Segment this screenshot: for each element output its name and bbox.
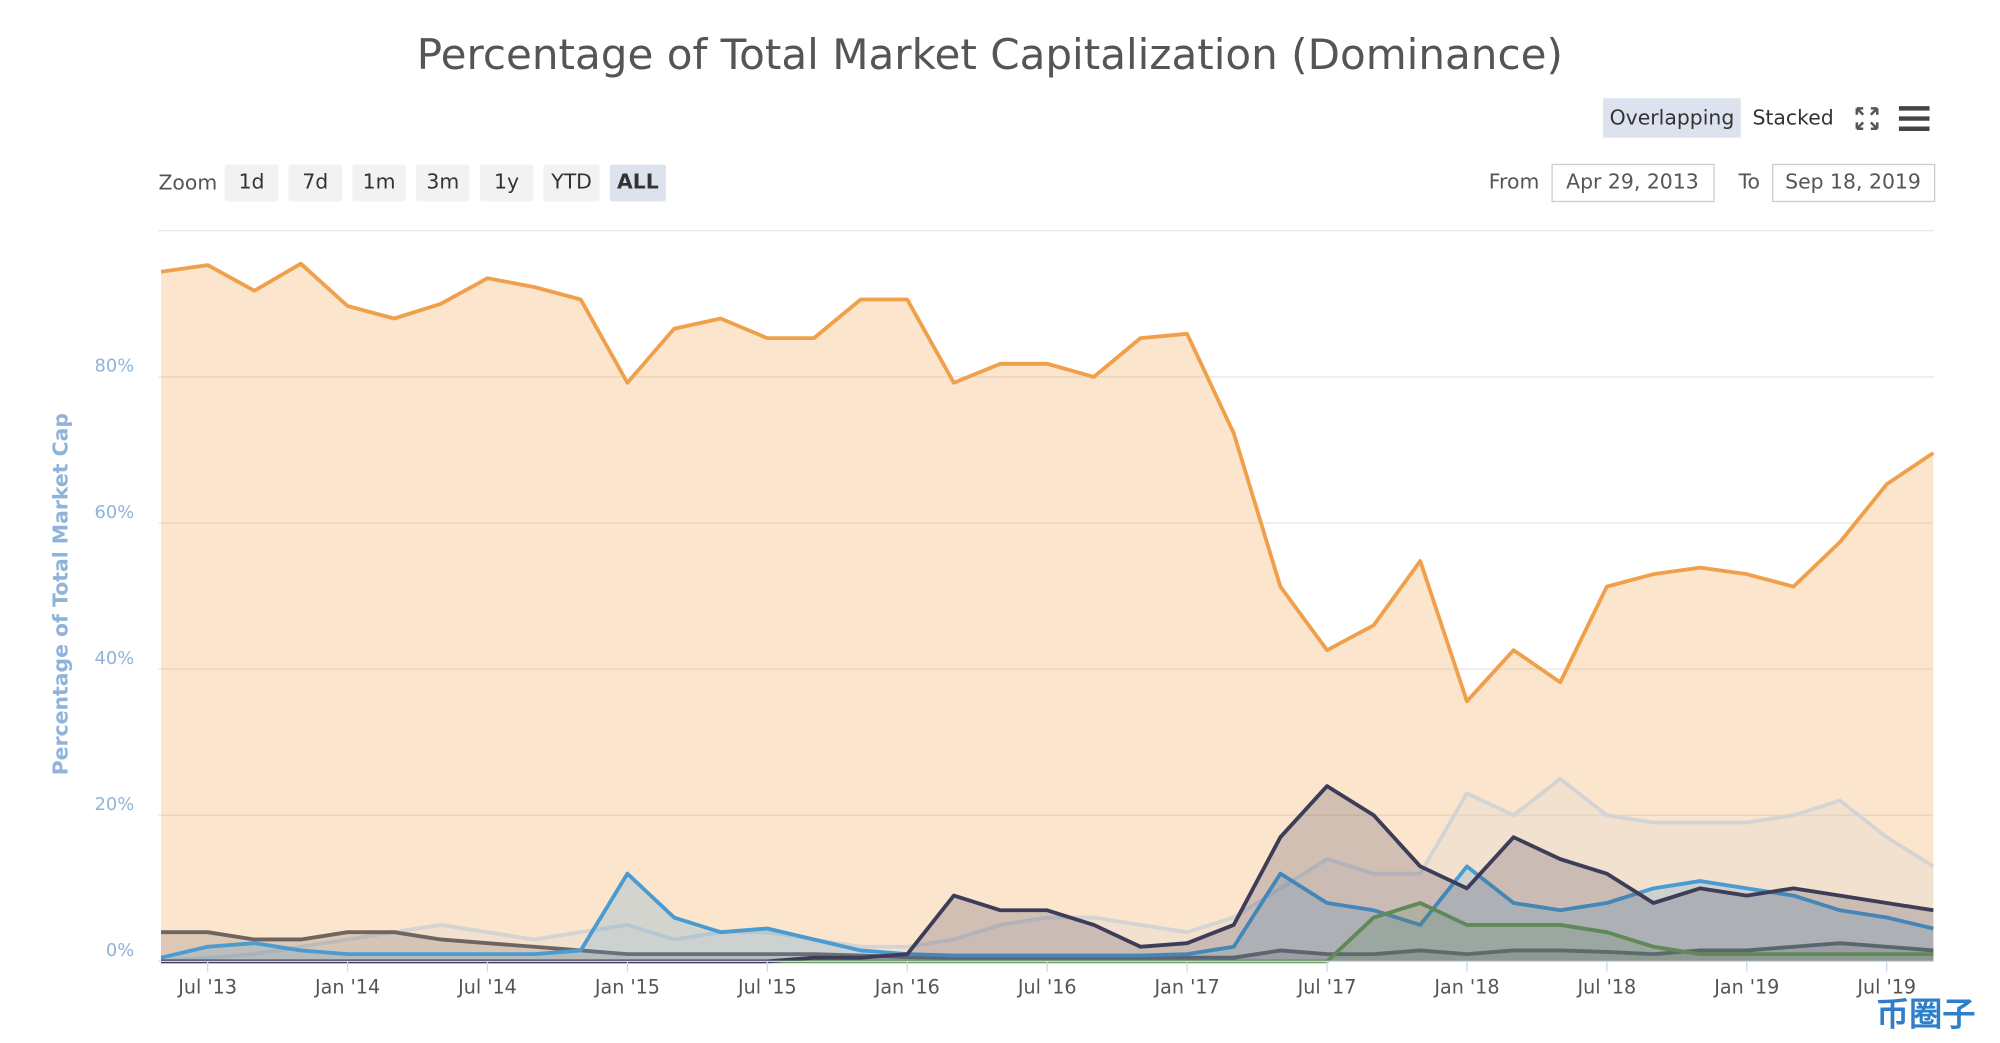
fullscreen-icon[interactable] [1855,107,1879,131]
x-tick-label: Jul '16 [1017,976,1077,999]
zoom-button-label[interactable]: 7d [302,169,328,193]
zoom-button[interactable] [224,164,279,202]
y-axis-title: Percentage of Total Market Cap [49,413,73,775]
y-tick-label: 80% [95,356,135,377]
zoom-button[interactable] [352,164,406,202]
series-area [161,263,1934,962]
zoom-button-label[interactable]: 1y [494,169,519,193]
y-tick-label: 0% [106,940,134,961]
zoom-button[interactable] [479,164,534,202]
x-tick-label: Jan '17 [1154,976,1220,999]
zoom-button-label[interactable]: YTD [550,169,592,193]
zoom-label: Zoom [158,171,217,195]
from-input[interactable] [1551,163,1715,203]
x-tick-label: Jan '16 [874,976,940,999]
x-tick-label: Jul '13 [177,976,237,999]
x-tick-label: Jul '19 [1856,976,1916,999]
overlapping-button[interactable] [1603,98,1741,138]
x-tick-label: Jan '14 [314,976,380,999]
zoom-button-label[interactable]: 1d [239,169,265,193]
y-tick-label: 60% [95,502,135,523]
series-line [160,261,1935,704]
to-input[interactable] [1772,163,1936,203]
x-tick-label: Jul '17 [1297,976,1357,999]
x-tick-label: Jan '15 [594,976,660,999]
y-tick-label: 40% [95,648,135,669]
x-tick-label: Jan '18 [1433,976,1499,999]
zoom-button-label[interactable]: 1m [363,169,396,193]
watermark: 币圈子 [1876,995,1975,1034]
from-label: From [1489,169,1540,193]
series-line [160,776,1935,964]
zoom-button[interactable] [416,164,470,202]
zoom-button[interactable] [288,164,343,202]
stacked-label[interactable]: Stacked [1752,106,1833,130]
to-value[interactable]: Sep 18, 2019 [1785,169,1921,193]
series-area [161,786,1934,962]
zoom-button-label[interactable]: 3m [426,169,459,193]
x-tick-label: Jul '18 [1577,976,1637,999]
x-tick-label: Jul '14 [457,976,517,999]
zoom-button[interactable] [609,164,666,202]
series-area [161,902,1934,962]
series-area [161,866,1934,962]
series-line [161,930,1934,961]
overlapping-label[interactable]: Overlapping [1610,106,1735,130]
zoom-button[interactable] [543,164,600,202]
y-tick-label: 20% [95,794,135,815]
to-label: To [1737,169,1759,193]
chart-title: Percentage of Total Market Capitalizatio… [417,30,1563,79]
x-tick-label: Jul '15 [737,976,797,999]
zoom-button-label[interactable]: ALL [617,169,659,193]
x-tick-label: Jan '19 [1713,976,1779,999]
menu-icon[interactable] [1898,106,1930,132]
from-value[interactable]: Apr 29, 2013 [1566,169,1699,193]
series-area [161,778,1934,962]
